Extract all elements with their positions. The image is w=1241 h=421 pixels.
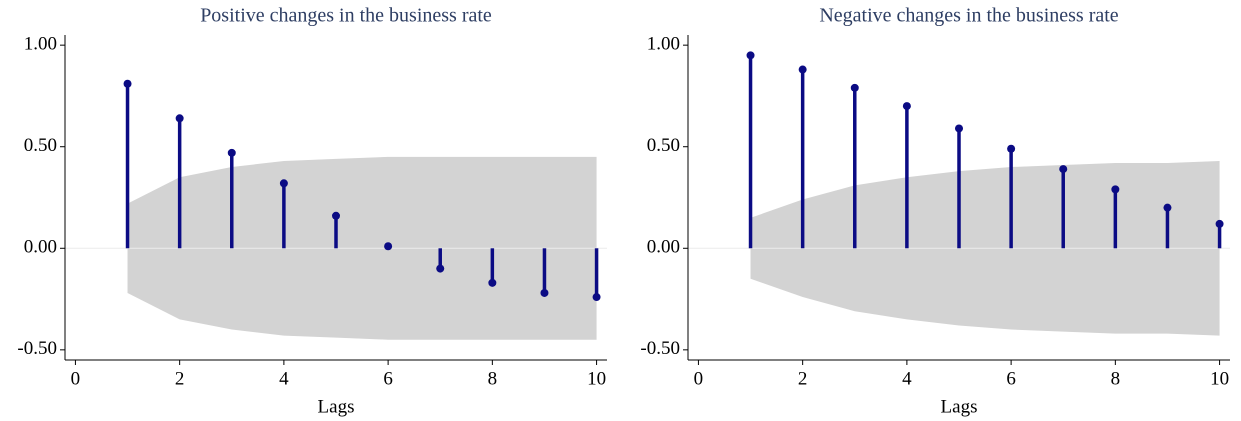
stem-marker xyxy=(798,65,807,74)
x-tick-label: 2 xyxy=(175,368,185,389)
stem-marker xyxy=(850,83,859,92)
stem-marker xyxy=(332,211,340,220)
y-tick-label: -0.50 xyxy=(640,338,680,359)
x-tick-label: 6 xyxy=(383,368,393,389)
x-tick-label: 8 xyxy=(1111,368,1121,389)
x-tick-label: 4 xyxy=(902,368,912,389)
y-tick-label: 1.00 xyxy=(647,34,680,55)
stem-marker xyxy=(1007,144,1016,153)
stem-marker xyxy=(227,148,236,157)
x-tick-label: 2 xyxy=(798,368,808,389)
x-tick-label: 0 xyxy=(71,368,81,389)
stem-marker xyxy=(1215,219,1224,228)
x-tick-label: 4 xyxy=(279,368,289,389)
stem-marker xyxy=(1111,185,1120,194)
x-axis-label: Lags xyxy=(941,396,978,417)
x-tick-label: 6 xyxy=(1006,368,1016,389)
x-tick-label: 10 xyxy=(587,368,606,389)
y-tick-label: 0.00 xyxy=(24,237,57,258)
stem-marker xyxy=(175,114,184,123)
y-tick-label: -0.50 xyxy=(17,338,57,359)
x-axis-label: Lags xyxy=(318,396,355,417)
stem-marker xyxy=(540,288,549,297)
y-tick-label: 0.50 xyxy=(24,135,57,156)
stem-marker xyxy=(1059,165,1068,174)
chart-panel: Positive changes in the business rate -0.… xyxy=(17,5,607,417)
stem-marker xyxy=(1163,203,1172,212)
x-tick-label: 8 xyxy=(488,368,498,389)
chart-title: Negative changes in the business rate xyxy=(819,5,1118,27)
x-tick-label: 10 xyxy=(1210,368,1229,389)
chart-title: Positive changes in the business rate xyxy=(200,5,492,27)
stem-marker xyxy=(955,124,963,133)
stem-marker xyxy=(279,179,288,188)
y-tick-label: 0.00 xyxy=(647,237,680,258)
stem-marker xyxy=(592,293,601,302)
stem-marker xyxy=(384,242,393,251)
y-tick-label: 1.00 xyxy=(24,34,57,55)
stem-marker xyxy=(436,264,445,273)
stem-marker xyxy=(123,79,132,88)
stem-marker xyxy=(902,102,911,111)
chart-panel: Negative changes in the business rate -0.… xyxy=(640,5,1230,417)
x-tick-label: 0 xyxy=(694,368,704,389)
stem-marker xyxy=(488,278,497,287)
y-tick-label: 0.50 xyxy=(647,135,680,156)
stem-marker xyxy=(746,51,755,60)
